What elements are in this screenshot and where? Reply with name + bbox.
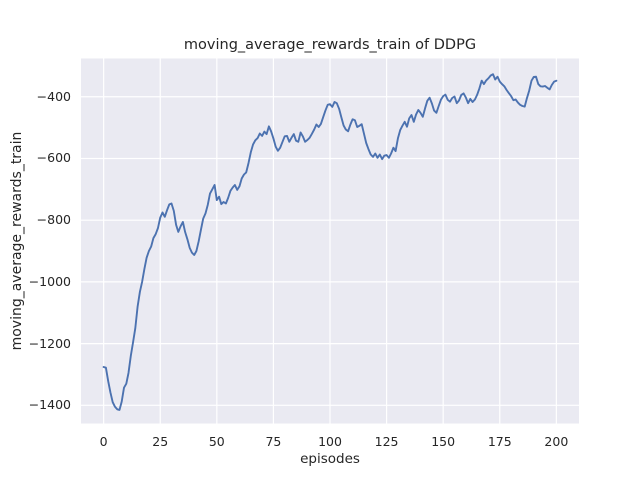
x-tick-label: 50 (208, 434, 225, 449)
x-tick-label: 100 (318, 434, 342, 449)
y-tick-label: −1200 (28, 335, 71, 351)
y-tick-label: −1400 (28, 397, 71, 413)
x-tick-label: 150 (431, 434, 456, 449)
x-tick-label: 0 (99, 434, 108, 449)
x-axis-label: episodes (300, 451, 360, 467)
y-tick-label: −800 (36, 212, 71, 228)
series-line (102, 73, 558, 411)
y-tick-label: −400 (36, 88, 71, 104)
x-tick-label: 125 (374, 434, 399, 449)
x-tick-label: 200 (544, 434, 569, 449)
x-tick-label: 75 (265, 434, 282, 449)
x-tick-label: 175 (487, 434, 512, 449)
x-tick-label: 25 (152, 434, 169, 449)
y-tick-label: −1000 (28, 273, 71, 289)
chart-title: moving_average_rewards_train of DDPG (183, 37, 477, 53)
y-tick-label: −600 (36, 150, 71, 166)
